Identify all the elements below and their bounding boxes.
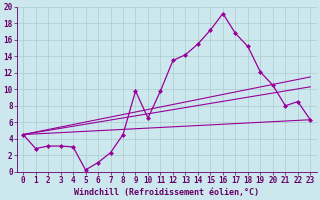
X-axis label: Windchill (Refroidissement éolien,°C): Windchill (Refroidissement éolien,°C) (74, 188, 259, 197)
